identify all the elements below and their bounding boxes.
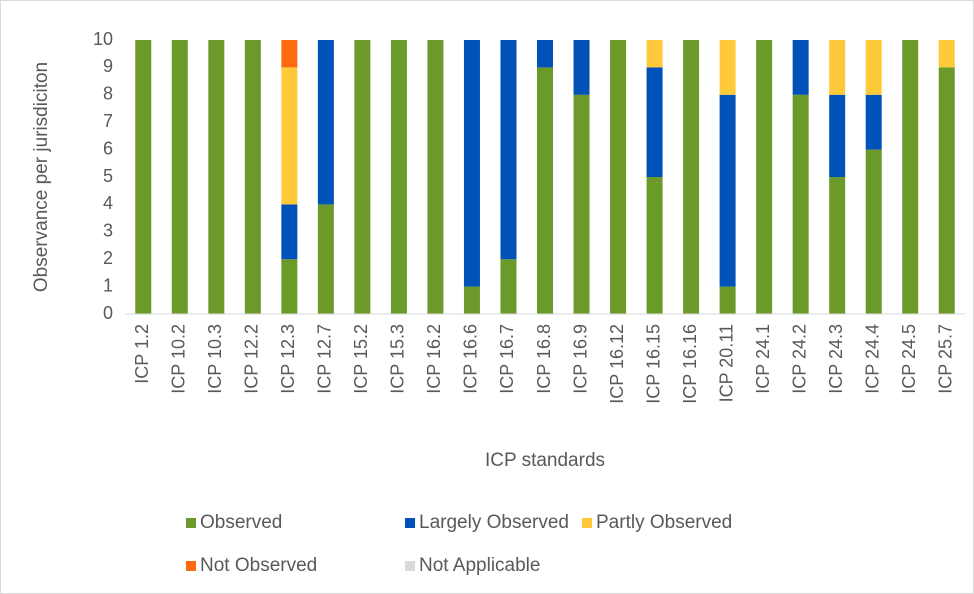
bar-segment [281,259,298,314]
bar-segment [902,40,919,314]
bar-segment [208,40,225,314]
legend-label: Observed [200,512,282,533]
bar-segment [573,94,590,314]
bar-segment [537,67,553,315]
y-tick-label: 3 [103,221,113,241]
bar-segment [865,149,882,314]
x-tick-label: ICP 12.2 [242,324,262,394]
bar-segment [281,204,298,260]
x-tick-label: ICP 16.9 [570,324,590,394]
bar-segment [719,94,736,287]
x-tick-label: ICP 16.16 [680,324,700,404]
y-tick-label: 1 [103,275,113,295]
bar-segment [756,40,773,314]
bar-segment [281,67,298,205]
bar-segment [500,259,517,314]
x-tick-label: ICP 12.7 [315,324,335,394]
y-tick-label: 8 [103,84,113,104]
x-tick-label: ICP 20.11 [716,324,736,402]
y-tick-label: 4 [103,193,113,213]
bar-segment [317,40,334,205]
x-tick-label: ICP 16.6 [461,324,481,394]
x-tick-label: ICP 15.3 [388,324,408,394]
x-tick-label: ICP 1.2 [132,324,152,384]
y-tick-label: 2 [103,248,113,268]
x-tick-label: ICP 15.2 [351,324,371,394]
y-axis-label: Observance per jurisdiciton [31,62,52,292]
y-tick-label: 7 [103,111,113,131]
x-tick-label: ICP 24.3 [826,324,846,394]
x-tick-label: ICP 24.4 [862,324,882,394]
x-tick-label: ICP 16.2 [424,324,444,394]
legend-swatch [186,561,196,571]
bar-segment [646,67,663,177]
bar-segment [573,40,590,95]
bar-segment [646,40,663,68]
bar-segment [390,40,407,314]
x-tick-label: ICP 24.1 [753,324,773,394]
x-tick-label: ICP 24.5 [899,324,919,394]
x-tick-label: ICP 25.7 [935,324,955,394]
bar-segment [500,40,517,260]
bar-segment [317,204,334,314]
bar-segment [829,177,846,314]
y-tick-label: 5 [103,166,113,186]
legend-label: Partly Observed [596,512,732,533]
bar-segment [427,40,444,314]
legend-label: Not Observed [200,555,317,576]
bar-segment [610,40,627,314]
bar-segment [354,40,371,314]
bar-segment [719,40,736,95]
y-tick-label: 9 [103,56,113,76]
bar-segment [463,40,480,287]
y-tick-label: 6 [103,138,113,158]
bar-segment [829,94,846,177]
bar-segment [792,94,809,314]
legend-swatch [405,561,415,571]
x-tick-label: ICP 12.3 [278,324,298,394]
bar-segment [938,40,955,68]
bar-segment [865,94,882,150]
legend-swatch [582,518,592,528]
bar-segment [537,40,553,68]
legend-swatch [186,518,196,528]
x-tick-label: ICP 16.7 [497,324,517,394]
legend-swatch [405,518,415,528]
x-tick-label: ICP 10.3 [205,324,225,394]
legend-label: Not Applicable [419,555,540,576]
y-tick-label: 10 [93,29,113,49]
bar-segment [938,67,955,315]
legend-label: Largely Observed [419,512,569,533]
y-tick-label: 0 [103,303,113,323]
bar-segment [171,40,188,314]
bar-segment [829,40,846,95]
bar-segment [463,286,480,314]
bar-segment [719,286,736,314]
x-tick-label: ICP 16.15 [643,324,663,404]
x-tick-label: ICP 16.12 [607,324,627,404]
x-axis-label: ICP standards [485,450,605,471]
bar-segment [792,40,809,95]
x-tick-label: ICP 10.2 [169,324,189,394]
x-tick-label: ICP 24.2 [789,324,809,394]
bar-segment [683,40,700,314]
bar-segment [646,177,663,314]
bar-segment [865,40,882,95]
bar-segment [281,40,298,68]
bar-segment [244,40,261,314]
bar-segment [135,40,152,314]
x-tick-label: ICP 16.8 [534,324,554,394]
